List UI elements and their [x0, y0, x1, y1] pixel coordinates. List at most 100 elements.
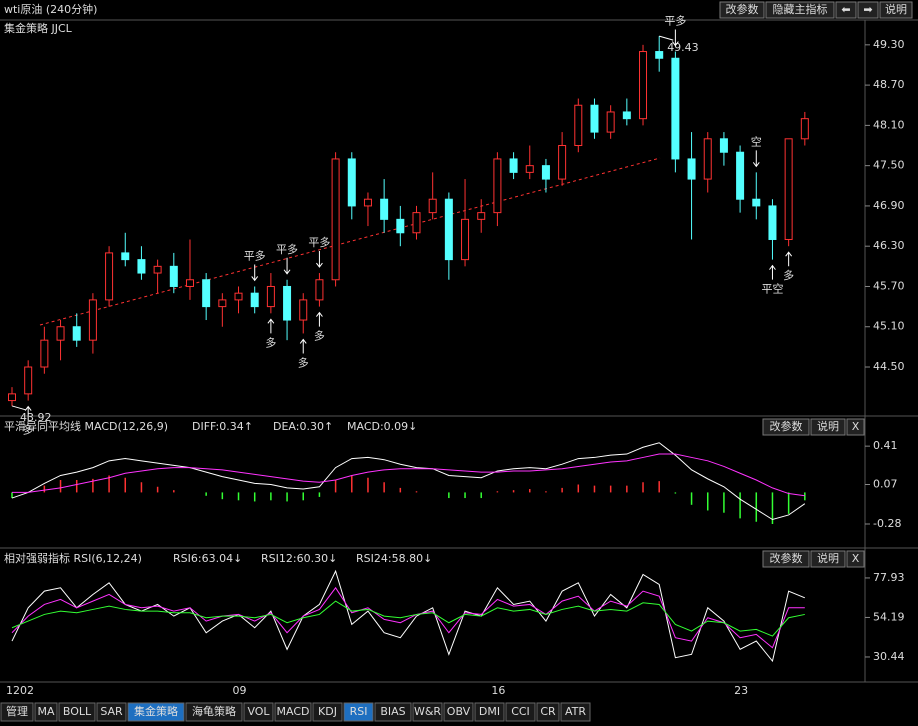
signal-arrow [283, 257, 291, 275]
panel-button[interactable] [846, 550, 865, 568]
tab[interactable] [243, 702, 274, 722]
tab[interactable] [274, 702, 312, 722]
candle-body [121, 252, 130, 261]
tab-label[interactable]: MACD [277, 705, 310, 718]
x-tick-label: 09 [233, 684, 247, 697]
tab[interactable] [343, 702, 374, 722]
tab-label[interactable]: SAR [100, 705, 123, 718]
y-tick-label: 45.70 [873, 279, 905, 292]
tab[interactable] [536, 702, 560, 722]
tab[interactable] [58, 702, 96, 722]
tab-label[interactable]: VOL [247, 705, 270, 718]
tab-label[interactable]: 管理 [6, 704, 28, 718]
tab[interactable] [374, 702, 412, 722]
candle-body [299, 299, 308, 321]
signal-arrow [671, 29, 679, 47]
tab-label[interactable]: BIAS [380, 705, 405, 718]
tab-label[interactable]: BOLL [63, 705, 92, 718]
tab[interactable] [560, 702, 591, 722]
tab-label[interactable]: OBV [447, 705, 471, 718]
macd-bar [577, 484, 580, 493]
panel-button-label[interactable]: 改参数 [770, 419, 803, 433]
header-button[interactable] [857, 1, 879, 19]
macd-bar [787, 492, 790, 514]
y-tick-label: 48.10 [873, 118, 905, 131]
tab[interactable] [474, 702, 505, 722]
macd-bar [448, 492, 450, 499]
header-button-label[interactable]: 改参数 [726, 2, 759, 16]
candle-body [331, 158, 340, 281]
tab[interactable] [312, 702, 343, 722]
macd-bar [318, 492, 321, 497]
tab-label[interactable]: KDJ [318, 705, 337, 718]
tab-label[interactable]: CCI [511, 705, 530, 718]
candle-body [8, 393, 16, 402]
x-tick-label: 23 [734, 684, 748, 697]
y-tick-label: 49.30 [873, 38, 905, 51]
candle-body [169, 265, 178, 287]
y-tick-label: 30.44 [873, 650, 905, 663]
candle-body [137, 259, 146, 274]
tab-label[interactable]: W&R [414, 705, 441, 718]
candle-body [234, 292, 243, 301]
tab[interactable] [412, 702, 443, 722]
candle-body [639, 51, 648, 120]
header-button[interactable] [719, 1, 765, 19]
tab-label[interactable]: CR [540, 705, 556, 718]
tab-label[interactable]: 集金策略 [134, 704, 178, 718]
tab[interactable] [127, 702, 185, 722]
macd-bar [270, 492, 272, 501]
candle-body [396, 218, 405, 234]
candle-body [72, 326, 81, 341]
header-button-label[interactable]: ➡ [863, 3, 872, 16]
signal-arrow [316, 251, 323, 268]
rsi-line [11, 586, 805, 649]
tab-label[interactable]: 海龟策略 [192, 704, 236, 718]
macd-bar [221, 492, 224, 500]
macd-bar [108, 475, 110, 493]
tab[interactable] [0, 702, 34, 722]
panel-button-label[interactable]: X [852, 552, 860, 565]
y-tick-label: 48.70 [873, 78, 905, 91]
header-button[interactable] [879, 1, 913, 19]
macd-bar [496, 491, 499, 493]
header-button-label[interactable]: 说明 [885, 2, 907, 16]
tab-label[interactable]: DMI [479, 705, 500, 718]
macd-bar [140, 482, 143, 493]
tab[interactable] [34, 702, 58, 722]
candle-body [428, 198, 437, 214]
macd-bar [124, 477, 127, 493]
macd-bar [11, 492, 13, 499]
candle-body [105, 252, 114, 301]
header-button[interactable] [835, 1, 857, 19]
tab[interactable] [185, 702, 243, 722]
tab[interactable] [443, 702, 474, 722]
panel-button[interactable] [810, 418, 846, 436]
macd-bar [658, 481, 660, 493]
candle-body [493, 158, 502, 214]
candle-body [40, 339, 49, 368]
tab-label[interactable]: ATR [565, 705, 586, 718]
header-button-label[interactable]: ⬅ [841, 3, 850, 16]
panel-button[interactable] [762, 550, 810, 568]
panel-button[interactable] [810, 550, 846, 568]
signal-arrow [752, 150, 760, 168]
header-button[interactable] [765, 1, 835, 19]
candle-body [477, 212, 486, 220]
macd-bar [561, 487, 563, 493]
tab[interactable] [96, 702, 127, 722]
panel-button[interactable] [846, 418, 865, 436]
panel-button-label[interactable]: 改参数 [770, 551, 803, 565]
tab-label[interactable]: MA [37, 705, 54, 718]
tab-label[interactable]: RSI [350, 705, 368, 718]
macd-bar [642, 482, 644, 493]
tab[interactable] [505, 702, 536, 722]
macd-bar [92, 478, 94, 493]
panel-button-label[interactable]: 说明 [817, 551, 839, 565]
signal-label: 空 [751, 134, 762, 148]
panel-button-label[interactable]: X [852, 420, 860, 433]
panel-button[interactable] [762, 418, 810, 436]
header-button-label[interactable]: 隐藏主指标 [773, 2, 828, 16]
panel-button-label[interactable]: 说明 [817, 419, 839, 433]
